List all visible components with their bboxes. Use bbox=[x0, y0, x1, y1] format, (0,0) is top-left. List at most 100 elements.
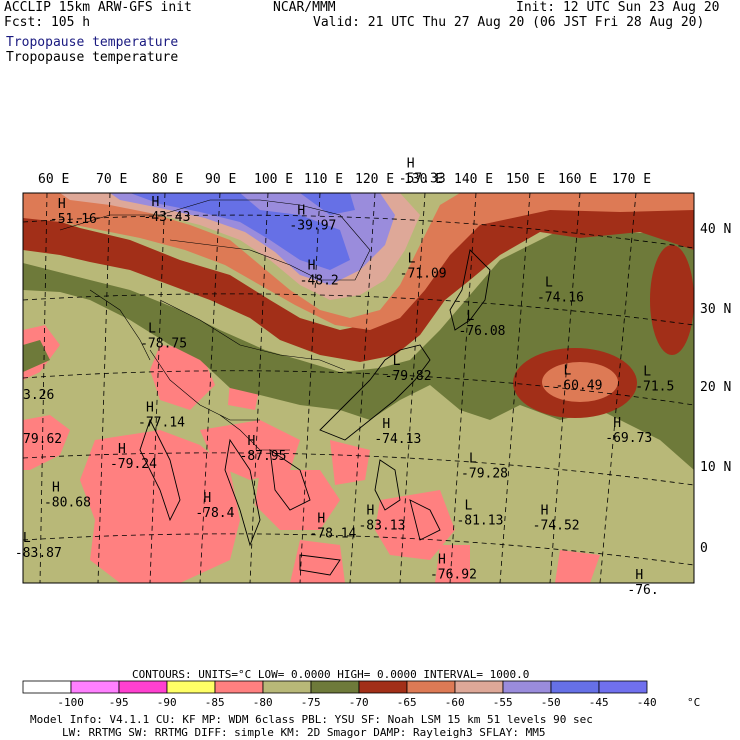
init-time: Init: 12 UTC Sun 23 Aug 20 bbox=[516, 0, 720, 15]
pressure-center: L-81.13 bbox=[456, 499, 503, 529]
center-type: H bbox=[203, 491, 211, 506]
center-value: -74.13 bbox=[374, 432, 421, 447]
center-value: -83.13 bbox=[358, 518, 405, 533]
color-bar-swatch bbox=[214, 680, 264, 694]
lon-label: 120 E bbox=[355, 172, 395, 187]
color-bar-swatch bbox=[310, 680, 360, 694]
center-value: -76.92 bbox=[430, 568, 477, 583]
center-value: -79.24 bbox=[110, 457, 157, 472]
center-value: -80.68 bbox=[44, 496, 91, 511]
pressure-center: L-79.82 bbox=[385, 354, 432, 384]
pressure-center: H-51.16 bbox=[50, 197, 97, 227]
color-bar-swatch bbox=[550, 680, 600, 694]
lon-label: 90 E bbox=[205, 172, 237, 187]
color-bar-tick: -90 bbox=[156, 696, 177, 709]
color-bar-swatch bbox=[22, 680, 72, 694]
color-bar-tick: °C bbox=[687, 696, 701, 709]
center-value: -83.87 bbox=[15, 546, 62, 561]
lat-label: 0 bbox=[700, 541, 708, 556]
color-bar-tick: -80 bbox=[252, 696, 273, 709]
color-bar-tick: -85 bbox=[204, 696, 225, 709]
center-value: -81.13 bbox=[456, 514, 503, 529]
color-bar-tick: -70 bbox=[348, 696, 369, 709]
color-bar-swatch bbox=[358, 680, 408, 694]
pressure-center: H-74.13 bbox=[374, 417, 421, 447]
pressure-center: L-78.75 bbox=[140, 321, 187, 351]
center-type: L bbox=[393, 354, 401, 369]
pressure-center: H-80.68 bbox=[44, 481, 91, 511]
center-type: H bbox=[366, 503, 374, 518]
center-type: H bbox=[541, 504, 549, 519]
lat-label: 40 N bbox=[700, 222, 732, 237]
lon-label: 60 E bbox=[38, 172, 70, 187]
valid-time: Valid: 21 UTC Thu 27 Aug 20 (06 JST Fri … bbox=[313, 15, 705, 30]
color-bar-swatch bbox=[406, 680, 456, 694]
pressure-center: L-79.28 bbox=[461, 451, 508, 481]
pressure-center: L-76.08 bbox=[459, 309, 506, 339]
center-type: L bbox=[563, 364, 571, 379]
center-value: -71.5 bbox=[635, 380, 674, 395]
color-bar bbox=[22, 680, 648, 694]
pressure-center: L-71.5 bbox=[635, 365, 674, 395]
center-type: L bbox=[469, 451, 477, 466]
center-type: H bbox=[118, 442, 126, 457]
pressure-center: H-78.14 bbox=[309, 511, 356, 541]
center-value: -69.73 bbox=[605, 431, 652, 446]
map-frame bbox=[22, 192, 695, 584]
model-info-line1: Model Info: V4.1.1 CU: KF MP: WDM 6class… bbox=[30, 713, 593, 726]
color-bar-swatch bbox=[166, 680, 216, 694]
center-value: -48.2 bbox=[300, 274, 339, 289]
color-bar-swatch bbox=[454, 680, 504, 694]
pressure-center: H-83.13 bbox=[358, 503, 405, 533]
center-type: H bbox=[308, 259, 316, 274]
color-bar-tick: -100 bbox=[57, 696, 84, 709]
center-value: -87.95 bbox=[240, 449, 287, 464]
center-type: H bbox=[297, 203, 305, 218]
center-type: L bbox=[23, 531, 31, 546]
lat-label: 10 N bbox=[700, 460, 732, 475]
center-type: H bbox=[382, 417, 390, 432]
lon-label: 110 E bbox=[304, 172, 344, 187]
model-title: ACCLIP 15km ARW-GFS init bbox=[4, 0, 192, 15]
color-bar-swatch bbox=[262, 680, 312, 694]
center-value: -71.09 bbox=[400, 267, 447, 282]
center-value: -78.4 bbox=[195, 506, 234, 521]
edge-value-label: 3.26 bbox=[23, 388, 55, 403]
color-bar-tick: -55 bbox=[492, 696, 513, 709]
color-bar-tick: -75 bbox=[300, 696, 321, 709]
center-type: H bbox=[151, 195, 159, 210]
center-value: -79.82 bbox=[385, 369, 432, 384]
edge-value-label: 79.62 bbox=[23, 432, 63, 447]
center-type: L bbox=[148, 321, 156, 336]
color-bar-swatch bbox=[598, 680, 648, 694]
pressure-center: H-43.43 bbox=[143, 195, 190, 225]
lon-label: 70 E bbox=[96, 172, 128, 187]
pressure-center: L-71.09 bbox=[400, 252, 447, 282]
center-type: H bbox=[58, 197, 66, 212]
color-bar-tick: -40 bbox=[636, 696, 657, 709]
center-type: H bbox=[146, 400, 154, 415]
center-value: -57.33 bbox=[399, 172, 446, 187]
color-bar-tick: -50 bbox=[540, 696, 561, 709]
center-value: -77.14 bbox=[138, 415, 185, 430]
field-name-black: Tropopause temperature bbox=[6, 50, 179, 65]
center-type: L bbox=[408, 252, 416, 267]
color-bar-swatch bbox=[502, 680, 552, 694]
pressure-center: H-76. bbox=[627, 568, 658, 598]
center-value: -74.16 bbox=[537, 290, 584, 305]
center-type: H bbox=[248, 434, 256, 449]
contours-info: CONTOURS: UNITS=°C LOW= 0.0000 HIGH= 0.0… bbox=[132, 668, 530, 681]
pressure-center: H-79.24 bbox=[110, 442, 157, 472]
org-label: NCAR/MMM bbox=[273, 0, 336, 15]
center-type: L bbox=[643, 365, 651, 380]
lat-label: 30 N bbox=[700, 302, 732, 317]
coastlines bbox=[139, 249, 491, 576]
color-bar-tick: -65 bbox=[396, 696, 417, 709]
pressure-center: H-48.2 bbox=[300, 259, 339, 289]
lat-label: 20 N bbox=[700, 380, 732, 395]
color-bar-swatch bbox=[118, 680, 168, 694]
center-value: -51.16 bbox=[50, 212, 97, 227]
pressure-center: L-60.49 bbox=[555, 364, 602, 394]
pressure-center: H-87.95 bbox=[240, 434, 287, 464]
